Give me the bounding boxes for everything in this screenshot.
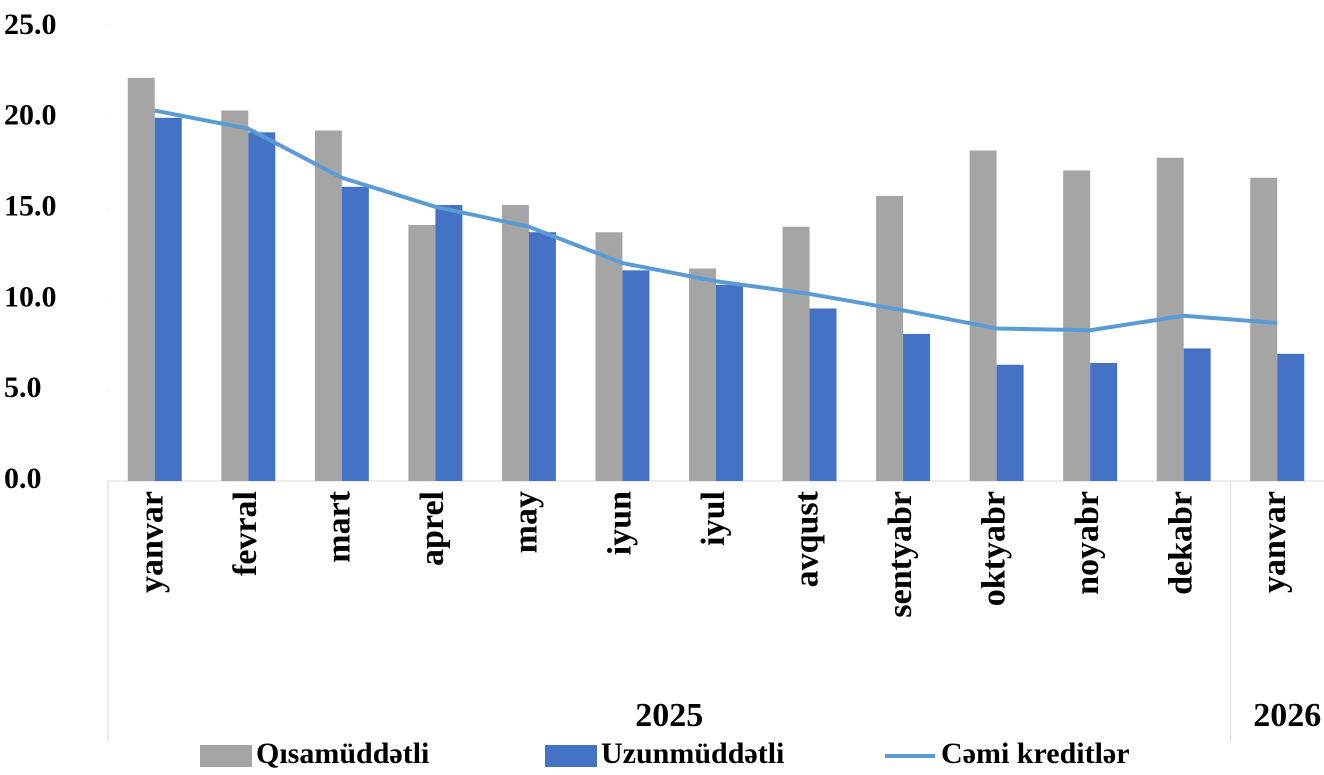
x-tick-label: noyabr [1069, 491, 1106, 595]
x-tick-label: avqust [788, 490, 825, 587]
x-tick-label: aprel [414, 491, 451, 566]
x-tick-label: yanvar [134, 491, 171, 593]
bar [782, 226, 810, 481]
bar [1250, 177, 1278, 481]
bar [996, 364, 1024, 481]
bar [435, 204, 463, 481]
bar [528, 232, 556, 481]
y-tick-label: 25.0 [4, 8, 57, 41]
x-tick-label: mart [321, 490, 358, 562]
x-tick-label: oktyabr [975, 491, 1012, 606]
bar [1090, 362, 1118, 481]
bar [1277, 353, 1305, 481]
bar [314, 130, 342, 481]
bar [1063, 170, 1091, 482]
legend-swatch [200, 745, 252, 767]
line [154, 108, 1278, 333]
bar [221, 110, 249, 481]
bar [501, 204, 529, 481]
bar [876, 195, 904, 481]
bar [969, 150, 997, 481]
bar [716, 284, 743, 481]
bar [248, 132, 276, 481]
bar [903, 333, 931, 481]
bar [1183, 348, 1211, 481]
y-tick-label: 10.0 [4, 280, 57, 313]
legend-label: Qısamüddətli [256, 737, 429, 770]
legend-label: Cəmi kreditlər [941, 737, 1130, 770]
x-tick-label: may [508, 491, 545, 553]
bar [622, 270, 650, 481]
legend-swatch [545, 745, 597, 767]
bar [154, 117, 182, 482]
y-tick-label: 5.0 [4, 371, 42, 404]
bar [127, 77, 155, 482]
x-tick-label: sentyabr [882, 491, 919, 618]
bar [595, 232, 623, 481]
group-label: 2026 [1253, 697, 1321, 734]
group-label: 2025 [635, 697, 703, 734]
x-tick-label: iyun [601, 491, 638, 555]
bar [809, 308, 837, 481]
y-tick-label: 0.0 [4, 462, 42, 495]
bar [408, 224, 436, 481]
x-tick-label: iyul [695, 491, 732, 546]
bar [341, 186, 369, 482]
x-tick-label: dekabr [1162, 491, 1199, 595]
y-tick-label: 15.0 [4, 189, 57, 222]
bar [689, 268, 716, 481]
x-tick-label: yanvar [1256, 491, 1293, 593]
x-tick-label: fevral [227, 491, 264, 576]
legend-label: Uzunmüddətli [601, 737, 784, 770]
y-tick-label: 20.0 [4, 99, 57, 132]
